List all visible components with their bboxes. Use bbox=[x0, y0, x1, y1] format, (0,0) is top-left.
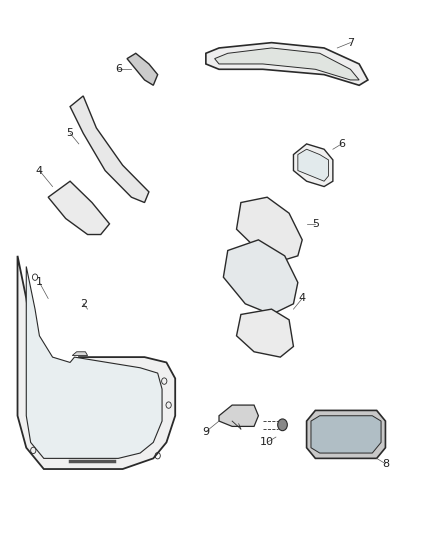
Polygon shape bbox=[26, 266, 162, 458]
Text: 7: 7 bbox=[347, 38, 354, 47]
Polygon shape bbox=[48, 181, 110, 235]
Text: 6: 6 bbox=[115, 64, 122, 74]
Polygon shape bbox=[311, 416, 381, 453]
Polygon shape bbox=[206, 43, 368, 85]
Text: 9: 9 bbox=[202, 427, 209, 437]
Text: 5: 5 bbox=[67, 128, 74, 138]
Text: 4: 4 bbox=[36, 166, 43, 175]
Text: 1: 1 bbox=[36, 278, 43, 287]
Polygon shape bbox=[127, 53, 158, 85]
Circle shape bbox=[278, 419, 287, 431]
Polygon shape bbox=[293, 144, 333, 187]
Polygon shape bbox=[223, 240, 298, 314]
Polygon shape bbox=[237, 309, 293, 357]
Polygon shape bbox=[72, 352, 88, 356]
Polygon shape bbox=[219, 405, 258, 426]
Polygon shape bbox=[215, 48, 359, 80]
Polygon shape bbox=[307, 410, 385, 458]
Polygon shape bbox=[298, 149, 328, 181]
Text: 8: 8 bbox=[382, 459, 389, 469]
Text: 5: 5 bbox=[312, 219, 319, 229]
Polygon shape bbox=[237, 197, 302, 261]
Text: 2: 2 bbox=[80, 299, 87, 309]
Text: 10: 10 bbox=[260, 438, 274, 447]
Polygon shape bbox=[70, 96, 149, 203]
Text: 4: 4 bbox=[299, 294, 306, 303]
Text: 6: 6 bbox=[338, 139, 345, 149]
Polygon shape bbox=[18, 256, 175, 469]
